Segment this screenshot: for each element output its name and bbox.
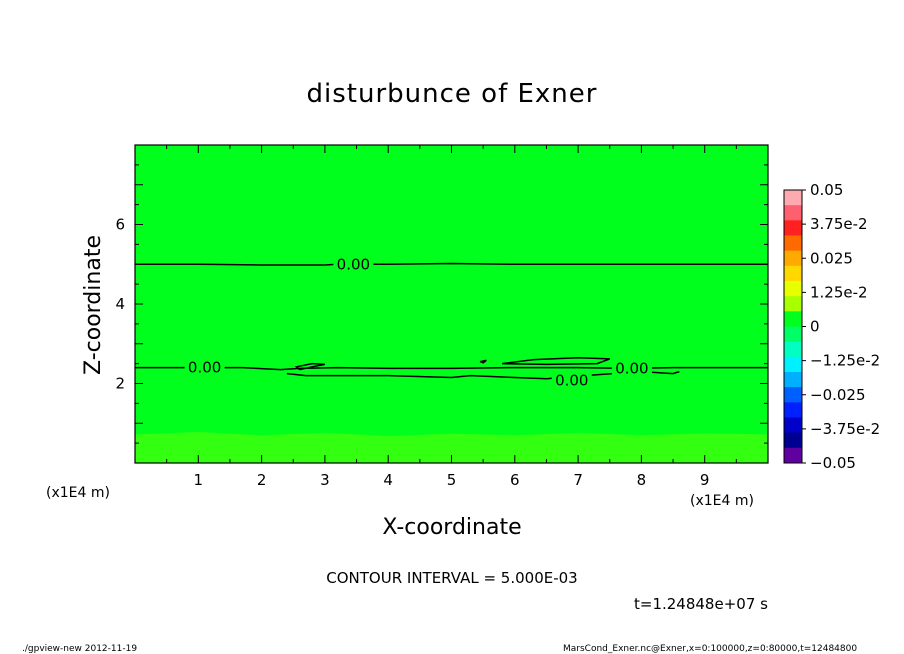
contour-label-bg-2 [611, 360, 652, 377]
contour-label-2: 0.00 [615, 359, 648, 377]
contour-label-1: 0.00 [188, 359, 221, 377]
x-axis-label: X-coordinate [382, 515, 521, 540]
colorbar-label-1: 3.75e-2 [810, 215, 868, 233]
colorbar-label-2: 0.025 [810, 249, 853, 267]
contour-line-3 [294, 362, 326, 371]
x-tick-label-9: 9 [700, 471, 710, 489]
y-tick-label-2: 2 [115, 375, 125, 393]
contour-label-0: 0.00 [337, 255, 370, 273]
contour-label-3: 0.00 [555, 371, 588, 389]
colorbar-label-6: −0.025 [810, 386, 866, 404]
y-tick-label-6: 6 [115, 216, 125, 234]
footer-left-text: ./gpview-new 2012-11-19 [22, 644, 137, 654]
contour-label-bg-3 [551, 372, 592, 389]
colorbar-swatch-6 [784, 281, 802, 297]
colorbar-swatch-9 [784, 326, 802, 343]
colorbar-swatch-14 [784, 402, 802, 418]
colorbar-swatch-8 [784, 311, 802, 327]
contour-labels-layer: 0.00 0.00 0.00 0.00 [184, 255, 652, 389]
x-tick-label-2: 2 [257, 471, 267, 489]
x-tick-label-8: 8 [637, 471, 647, 489]
colorbar-label-7: −3.75e-2 [810, 420, 880, 438]
y-unit-label: (x1E4 m) [46, 485, 110, 501]
x-tick-label-6: 6 [510, 471, 520, 489]
colorbar-label-0: 0.05 [810, 181, 843, 199]
colorbar-swatch-10 [784, 341, 802, 358]
y-tick-label-4: 4 [115, 295, 125, 313]
colorbar-swatch-1 [784, 205, 802, 221]
colorbar-label-5: −1.25e-2 [810, 352, 880, 370]
colorbar-swatch-16 [784, 432, 802, 449]
colorbar-swatch-3 [784, 235, 802, 252]
contour-label-bg-0 [333, 256, 374, 273]
y-axis-label: Z-coordinate [81, 235, 106, 375]
colorbar-swatch-11 [784, 356, 802, 373]
time-text: t=1.24848e+07 s [634, 595, 768, 613]
colorbar-swatch-17 [784, 447, 802, 464]
colorbar-label-3: 1.25e-2 [810, 283, 868, 301]
colorbar-swatch-15 [784, 417, 802, 434]
colorbar-swatch-7 [784, 296, 802, 312]
x-tick-label-5: 5 [447, 471, 457, 489]
chart-title: disturbunce of Exner [307, 79, 598, 109]
colorbar-swatch-12 [784, 372, 802, 388]
x-tick-label-7: 7 [573, 471, 583, 489]
contour-fill-layer [135, 145, 768, 463]
footer-right-text: MarsCond_Exner.nc@Exner,x=0:100000,z=0:8… [563, 644, 857, 654]
colorbar-label-8: −0.05 [810, 454, 856, 472]
contour-line-0 [135, 262, 768, 266]
x-axis-ticks: 1 2 3 4 5 6 7 8 9 [134, 145, 769, 489]
colorbar-swatch-13 [784, 387, 802, 403]
colorbar-swatch-0 [784, 190, 802, 206]
colorbar-swatch-5 [784, 265, 802, 282]
colorbar-swatch-2 [784, 220, 802, 236]
colorbar [783, 189, 803, 464]
x-unit-label: (x1E4 m) [690, 493, 754, 509]
contour-line-4 [502, 356, 611, 366]
y-axis-ticks: 2 4 6 [115, 144, 768, 464]
fill-bottom-band [135, 432, 768, 463]
x-tick-label-3: 3 [320, 471, 330, 489]
x-tick-label-4: 4 [383, 471, 393, 489]
x-tick-label-1: 1 [194, 471, 204, 489]
contour-label-bg-1 [184, 359, 225, 376]
contour-interval-text: CONTOUR INTERVAL = 5.000E-03 [326, 569, 577, 587]
contour-line-5 [479, 359, 487, 364]
colorbar-labels: 0.05 3.75e-2 0.025 1.25e-2 0 −1.25e-2 −0.025 −3… [802, 181, 880, 472]
colorbar-swatch-4 [784, 250, 802, 267]
colorbar-label-4: 0 [810, 318, 820, 336]
fill-main [135, 145, 768, 463]
